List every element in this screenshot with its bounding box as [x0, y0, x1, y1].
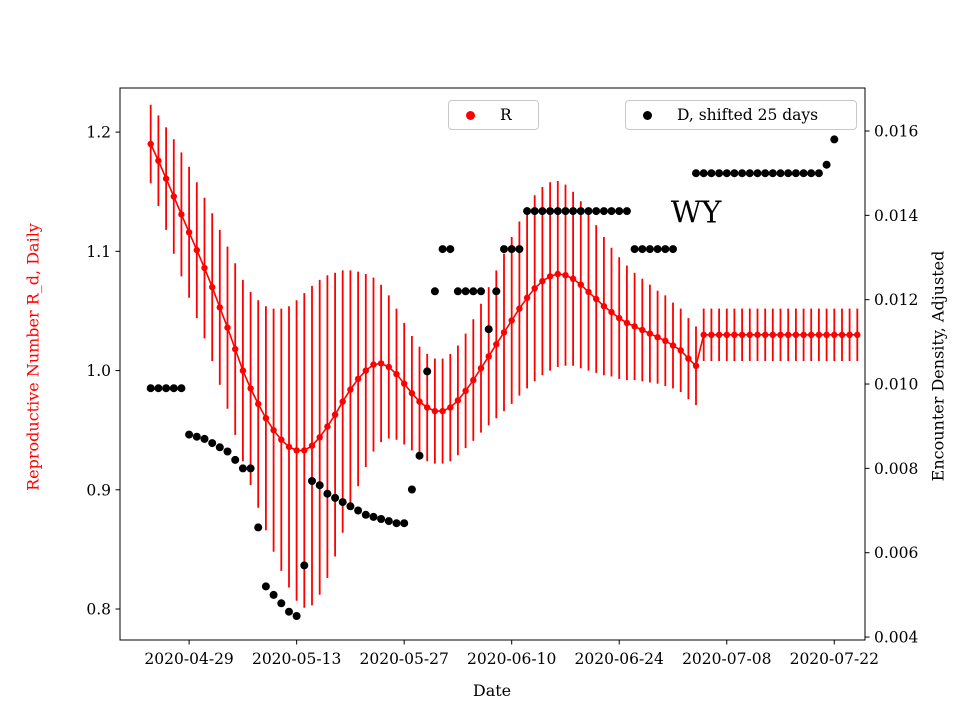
y-right-tick-label: 0.010: [874, 376, 918, 394]
legend-r: R: [448, 100, 539, 130]
y-axis-label-right: Encounter Density, Adjusted: [928, 250, 948, 482]
y-right-tick-label: 0.016: [874, 123, 918, 141]
y-axis-label-left: Reproductive Number R_d, Daily: [23, 223, 43, 491]
legend-d-label: D, shifted 25 days: [677, 106, 819, 124]
y-left-tick-label: 0.8: [86, 601, 111, 619]
x-tick-label: 2020-06-24: [575, 650, 665, 668]
r-errorbars-layer: [149, 104, 859, 608]
y-right-tick-label: 0.014: [874, 207, 919, 225]
d-marker-icon: [643, 110, 652, 120]
r-marker-icon: [466, 110, 475, 120]
x-axis-label: Date: [472, 681, 512, 700]
y-left-tick-label: 0.9: [86, 481, 111, 499]
y-right-tick-label: 0.008: [874, 460, 918, 478]
y-left-tick-label: 1.1: [86, 243, 111, 261]
y-left-tick-label: 1.0: [86, 362, 111, 380]
legend-r-label: R: [500, 106, 512, 124]
axes-layer: 2020-04-29 2020-05-13 2020-05-27 2020-06-10…: [86, 87, 919, 668]
plot-border: [119, 87, 866, 641]
y-right-tick-label: 0.012: [874, 291, 918, 309]
r-markers-layer: [147, 140, 861, 454]
y-right-tick-label: 0.006: [874, 544, 918, 562]
state-annotation: WY: [670, 195, 722, 231]
x-tick-label: 2020-06-10: [467, 650, 556, 668]
y-right-tick-label: 0.004: [874, 629, 919, 647]
legend-d: D, shifted 25 days: [625, 100, 857, 130]
y-left-tick-label: 1.2: [86, 124, 111, 142]
x-tick-label: 2020-07-08: [682, 650, 771, 668]
d-markers-layer: [146, 135, 839, 620]
x-tick-label: 2020-07-22: [790, 650, 879, 668]
x-tick-label: 2020-04-29: [144, 650, 233, 668]
x-tick-label: 2020-05-13: [252, 650, 341, 668]
x-tick-label: 2020-05-27: [359, 650, 448, 668]
